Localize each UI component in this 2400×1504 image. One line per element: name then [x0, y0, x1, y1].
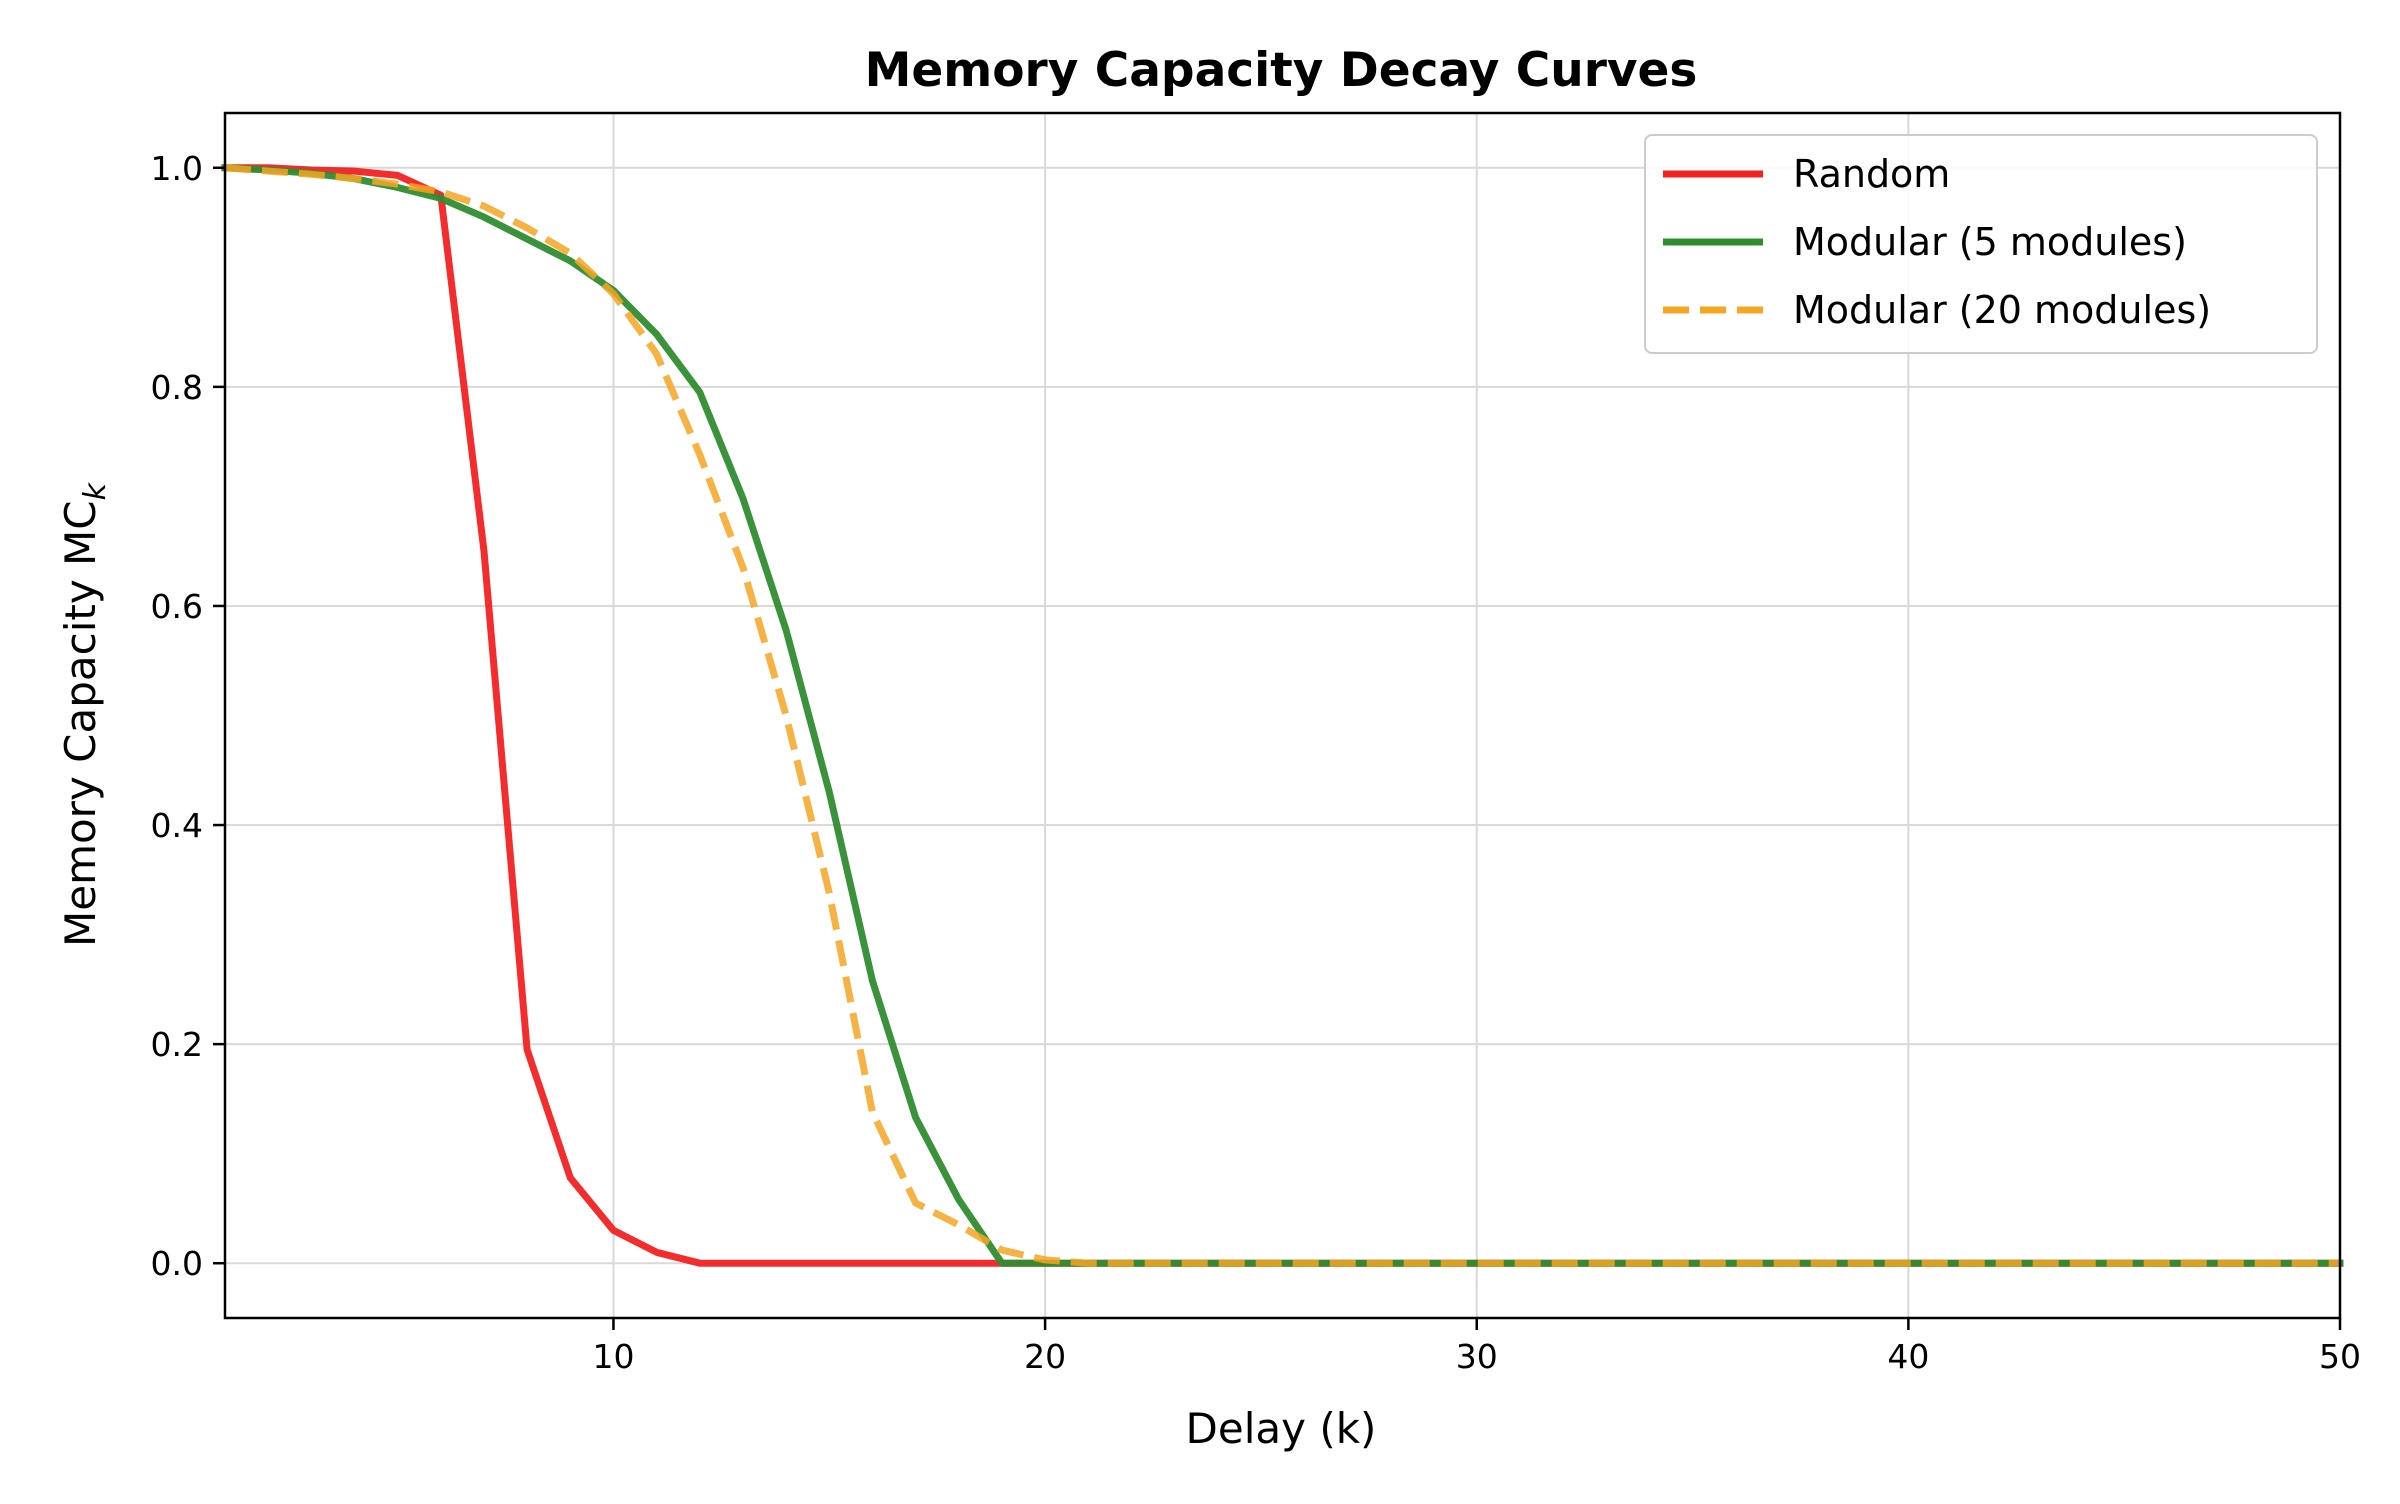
- x-axis-label: Delay (k): [1186, 1404, 1377, 1453]
- x-tick-label: 10: [592, 1337, 634, 1376]
- legend-box: [1644, 134, 2318, 354]
- legend-items: Random Modular (5 modules) Modular (20 mod…: [1663, 152, 2211, 332]
- plot-series: [221, 164, 2344, 1267]
- series-line-2: [224, 164, 2340, 1267]
- x-tick-label: 30: [1456, 1337, 1498, 1376]
- y-tick-label: 0.6: [151, 587, 203, 626]
- y-tick-label: 0.4: [151, 806, 203, 845]
- legend: Random Modular (5 modules) Modular (20 mod…: [1644, 134, 2318, 354]
- y-axis-label-text: Memory Capacity MC: [56, 500, 105, 947]
- legend-label-2: Modular (20 modules): [1793, 288, 2211, 332]
- y-axis-label: Memory Capacity MCk: [56, 481, 113, 947]
- y-tick-label: 0.0: [151, 1244, 203, 1283]
- x-tick-label: 50: [2319, 1337, 2361, 1376]
- axis-ticks: 10 20 30 40 50 0.0 0.2 0.4 0.6 0.8 1.0: [151, 149, 2361, 1376]
- y-tick-label: 1.0: [151, 149, 203, 188]
- plot-frame: [223, 111, 2342, 1320]
- x-tick-label: 20: [1024, 1337, 1066, 1376]
- y-tick-label: 0.8: [151, 368, 203, 407]
- y-tick-label: 0.2: [151, 1025, 203, 1064]
- x-tick-label: 40: [1887, 1337, 1929, 1376]
- legend-label-0: Random: [1793, 152, 1950, 196]
- legend-label-1: Modular (5 modules): [1793, 220, 2187, 264]
- chart-title: Memory Capacity Decay Curves: [865, 43, 1698, 98]
- y-axis-label-subscript: k: [78, 481, 113, 500]
- series-line-1: [221, 164, 2344, 1267]
